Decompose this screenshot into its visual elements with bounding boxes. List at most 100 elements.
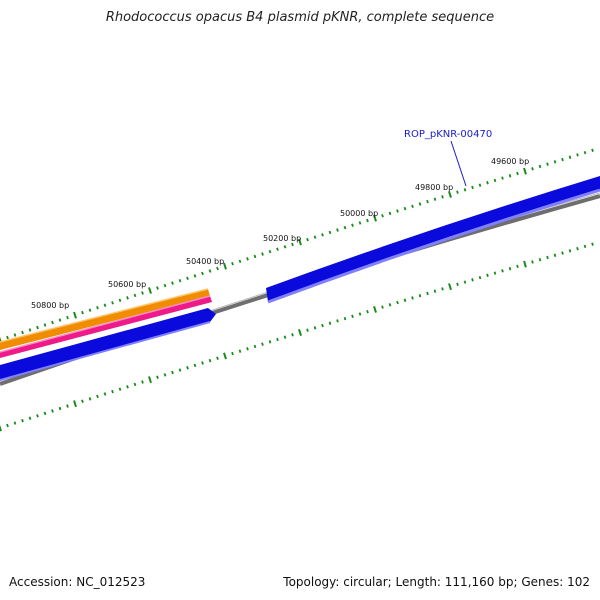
minor-tick <box>396 209 399 213</box>
minor-tick <box>561 157 564 162</box>
orange-feature-track <box>0 289 210 350</box>
minor-tick <box>553 253 557 257</box>
minor-tick <box>336 319 339 323</box>
minor-tick <box>13 333 17 337</box>
gene-arrow-left[interactable] <box>0 308 216 380</box>
minor-tick <box>546 162 549 166</box>
gene-label-leader <box>450 140 467 187</box>
major-tick <box>223 352 227 360</box>
minor-tick <box>463 188 467 192</box>
minor-tick <box>486 273 489 278</box>
minor-tick <box>178 368 182 372</box>
minor-tick <box>336 228 339 232</box>
minor-tick <box>441 287 444 291</box>
gene-rop-pknr-00470[interactable] <box>266 176 600 302</box>
minor-tick <box>313 235 317 239</box>
minor-tick <box>88 308 92 312</box>
minor-tick <box>531 167 534 171</box>
minor-tick <box>501 176 504 180</box>
minor-tick <box>591 242 594 246</box>
minor-tick <box>201 271 204 276</box>
minor-tick <box>81 399 84 403</box>
minor-tick <box>411 204 414 209</box>
minor-tick <box>313 326 317 330</box>
minor-tick <box>171 281 174 285</box>
minor-tick <box>388 303 392 307</box>
minor-tick <box>66 315 69 320</box>
minor-tick <box>156 286 159 290</box>
minor-tick <box>463 280 467 284</box>
minor-tick <box>118 298 122 303</box>
minor-tick <box>553 160 557 164</box>
minor-tick <box>418 294 422 298</box>
minor-tick <box>246 347 249 351</box>
minor-tick <box>21 418 24 423</box>
minor-tick <box>276 337 279 342</box>
minor-tick <box>396 300 399 305</box>
minor-tick <box>81 310 84 315</box>
major-tick <box>523 167 527 175</box>
minor-tick <box>201 361 204 365</box>
minor-tick <box>456 282 459 287</box>
minor-tick <box>568 249 572 253</box>
minor-tick <box>546 255 549 260</box>
major-tick <box>298 238 302 246</box>
minor-tick <box>28 328 32 332</box>
minor-tick <box>96 394 99 399</box>
minor-tick <box>103 392 107 396</box>
minor-tick <box>6 423 9 428</box>
minor-tick <box>433 197 437 201</box>
minor-tick <box>306 237 309 242</box>
minor-tick <box>478 183 482 187</box>
minor-tick <box>238 259 242 264</box>
minor-tick <box>456 190 459 194</box>
major-tick <box>373 305 377 313</box>
tick-label-50600: 50600 bp <box>108 280 146 289</box>
minor-tick <box>351 314 354 318</box>
map-title: Rhodococcus opacus B4 plasmid pKNR, comp… <box>105 10 495 25</box>
minor-tick <box>238 349 242 353</box>
minor-tick <box>103 303 107 307</box>
minor-tick <box>36 414 39 418</box>
minor-tick <box>591 148 594 152</box>
minor-tick <box>156 375 159 379</box>
minor-tick <box>576 246 579 251</box>
minor-tick <box>208 269 212 273</box>
minor-tick <box>163 283 167 288</box>
tick-label-50000: 50000 bp <box>340 209 378 218</box>
minor-tick <box>28 416 32 420</box>
major-tick <box>0 424 2 432</box>
minor-tick <box>261 342 264 346</box>
minor-tick <box>13 421 17 425</box>
tick-label-50400: 50400 bp <box>186 257 224 266</box>
minor-tick <box>493 271 497 275</box>
minor-tick <box>381 305 384 309</box>
minor-tick <box>328 321 332 325</box>
minor-tick <box>111 389 114 394</box>
major-tick <box>373 214 377 222</box>
minor-tick <box>433 289 437 293</box>
minor-tick <box>538 258 542 262</box>
inner-tick-ring <box>0 242 594 432</box>
minor-tick <box>426 199 429 204</box>
tick-label-50200: 50200 bp <box>263 234 301 243</box>
minor-tick <box>583 244 587 249</box>
minor-tick <box>88 397 92 401</box>
minor-tick <box>118 387 122 391</box>
minor-tick <box>493 178 497 183</box>
minor-tick <box>283 245 287 249</box>
minor-tick <box>343 225 347 230</box>
minor-tick <box>366 218 369 223</box>
major-tick <box>448 191 452 198</box>
minor-tick <box>186 276 189 281</box>
minor-tick <box>231 351 234 356</box>
minor-tick <box>21 330 24 335</box>
minor-tick <box>388 211 392 216</box>
minor-tick <box>216 266 219 271</box>
minor-tick <box>516 171 519 176</box>
minor-tick <box>576 153 579 157</box>
minor-tick <box>328 230 332 235</box>
gene-label-rop-pknr-00470[interactable]: ROP_pKNR-00470 <box>404 129 492 140</box>
major-tick <box>298 329 302 336</box>
